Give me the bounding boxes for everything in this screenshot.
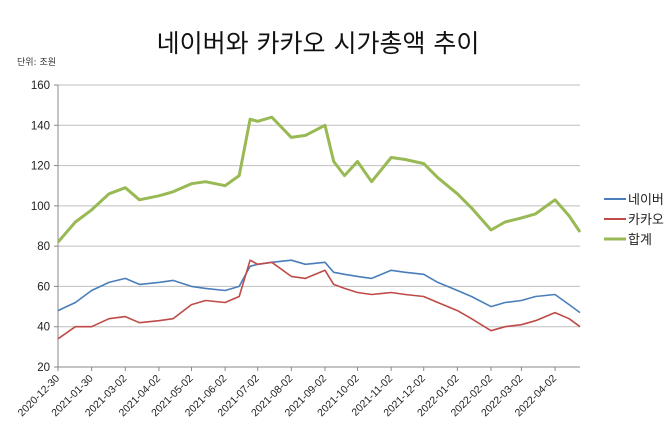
series-line-1 (57, 259, 581, 314)
y-tick-label: 20 (37, 362, 50, 374)
legend-label: 카카오 (628, 213, 664, 228)
y-axis: 20 40 60 80 100 120 140 160 (31, 80, 59, 374)
series-line-2 (57, 259, 581, 340)
series-lines (56, 115, 582, 340)
chart-title: 네이버와 카카오 시가총액 추이 (157, 29, 480, 58)
y-tick-label: 160 (31, 80, 50, 92)
legend-label: 합계 (628, 233, 652, 248)
unit-note: 단위: 조원 (17, 57, 56, 68)
y-tick-label: 60 (37, 281, 50, 293)
y-tick-label: 140 (31, 120, 50, 132)
y-tick-label: 100 (31, 201, 50, 213)
y-tick-label: 40 (37, 322, 50, 334)
legend-label: 네이버 (628, 193, 664, 208)
y-tick-label: 120 (31, 161, 50, 173)
series-line-3 (56, 115, 582, 244)
y-tick-label: 80 (37, 241, 50, 253)
x-axis: 2020-12-302021-01-302021-03-022021-04-02… (16, 366, 580, 419)
gridlines (58, 84, 580, 368)
